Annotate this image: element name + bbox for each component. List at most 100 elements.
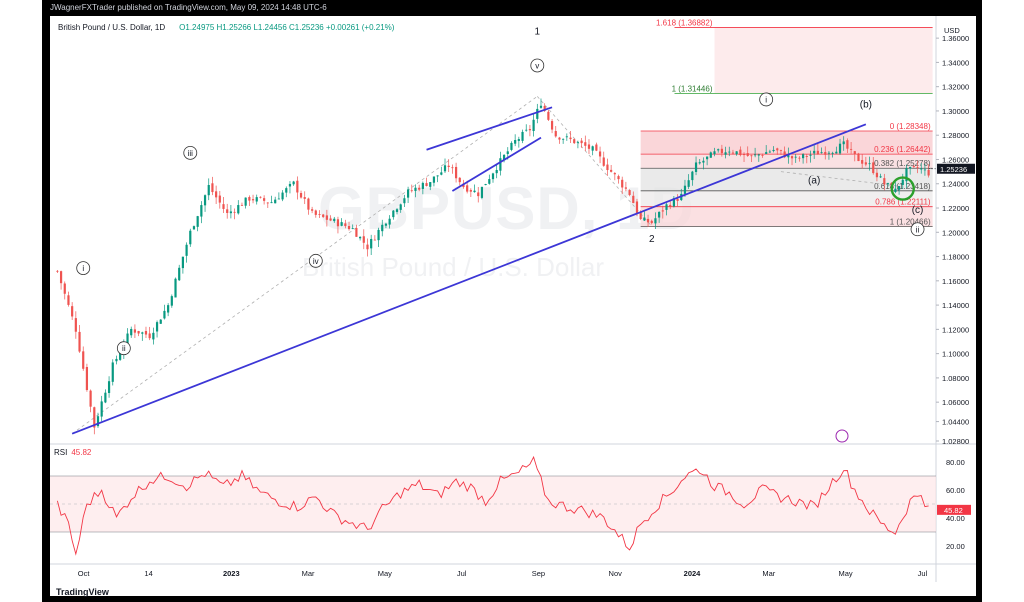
time-tick-label: Oct xyxy=(78,569,91,578)
candle-body xyxy=(443,165,447,172)
candle-body xyxy=(717,149,720,151)
rsi-value-tag-label: 45.82 xyxy=(944,506,963,515)
candle-body xyxy=(621,179,624,188)
candle-body xyxy=(418,187,421,190)
candle-body xyxy=(635,201,639,214)
wave-label-ring xyxy=(183,145,198,160)
candle-body xyxy=(237,205,240,214)
fib-label: 0.236 (1.26442) xyxy=(874,145,931,154)
candle-body xyxy=(56,270,59,272)
candle-body xyxy=(410,190,413,192)
candle-body xyxy=(491,173,495,180)
candle-body xyxy=(137,330,140,334)
candle-body xyxy=(303,197,306,199)
price-tick-label: 1.20000 xyxy=(942,228,969,237)
candle-body xyxy=(606,164,609,171)
candle-body xyxy=(292,181,295,185)
candle-body xyxy=(562,138,565,140)
candle-body xyxy=(458,177,461,183)
candle-body xyxy=(325,215,328,220)
candle-body xyxy=(130,328,133,336)
candle-body xyxy=(425,183,428,187)
candle-body xyxy=(200,205,203,217)
candle-body xyxy=(798,157,801,159)
candle-body xyxy=(628,190,631,195)
candle-body xyxy=(347,226,351,230)
candle-body xyxy=(580,140,583,144)
candle-body xyxy=(883,178,886,185)
candle-body xyxy=(119,352,122,360)
candle-body xyxy=(488,179,491,184)
candle-body xyxy=(624,187,627,189)
candle-body xyxy=(266,202,269,204)
candle-body xyxy=(927,169,930,176)
rsi-tick-label: 40.00 xyxy=(946,514,965,523)
fib-label: 0.382 (1.25278) xyxy=(874,159,931,168)
fib-label: 1 (1.20466) xyxy=(890,218,931,227)
candle-body xyxy=(761,155,764,156)
candle-body xyxy=(916,167,919,168)
time-tick-label: Sep xyxy=(532,569,545,578)
candle-body xyxy=(395,209,399,212)
candle-body xyxy=(838,143,842,154)
price-unit-label: USD xyxy=(944,26,960,35)
candle-body xyxy=(377,229,380,241)
candle-body xyxy=(720,148,723,154)
time-tick-label: 2023 xyxy=(223,569,240,578)
candle-body xyxy=(879,176,882,178)
candle-body xyxy=(288,183,292,187)
candle-body xyxy=(643,217,646,221)
candle-body xyxy=(746,153,749,157)
candle-body xyxy=(263,198,266,201)
candle-body xyxy=(384,223,388,226)
candle-body xyxy=(207,184,210,196)
fib-zone xyxy=(640,206,933,227)
candle-body xyxy=(849,148,853,150)
candle-body xyxy=(658,211,661,218)
time-tick-label: Nov xyxy=(609,569,623,578)
candle-body xyxy=(89,390,92,407)
candle-body xyxy=(813,150,816,154)
candle-body xyxy=(765,152,768,154)
candle-body xyxy=(362,236,365,243)
candle-body xyxy=(805,156,808,157)
chart-frame: JWagnerFXTrader published on TradingView… xyxy=(42,0,982,602)
fib-extension-label: 1.618 (1.36882) xyxy=(656,18,713,27)
fib-extension-zone xyxy=(714,27,933,94)
chart-svg[interactable]: 0 (1.28348) 0.236 (1.26442) 0.382 (1.25278… xyxy=(50,16,976,596)
candle-body xyxy=(639,211,642,220)
tradingview-logo[interactable]: TradingView xyxy=(56,587,109,597)
candle-body xyxy=(598,151,602,157)
candle-body xyxy=(912,165,915,167)
candle-body xyxy=(558,137,561,140)
candle-body xyxy=(861,160,864,164)
wave-label: ii xyxy=(122,344,126,353)
candle-body xyxy=(683,185,687,194)
candle-body xyxy=(270,202,273,204)
candle-body xyxy=(857,153,860,162)
candle-body xyxy=(466,185,469,192)
candle-body xyxy=(691,171,694,181)
candle-body xyxy=(750,155,753,157)
candle-body xyxy=(846,140,849,149)
candle-body xyxy=(167,305,170,313)
ohlc-values: O1.24975 H1.25266 L1.24456 C1.25236 +0.0… xyxy=(179,23,395,32)
candle-body xyxy=(517,139,520,141)
chart-area[interactable]: GBPUSD, 1D British Pound / U.S. Dollar 0… xyxy=(50,16,976,597)
candle-body xyxy=(591,146,594,151)
candle-body xyxy=(565,136,568,138)
candle-body xyxy=(502,154,506,160)
wave-label: iv xyxy=(313,257,319,266)
candle-body xyxy=(126,333,129,345)
candle-body xyxy=(816,150,819,155)
candle-body xyxy=(414,187,417,191)
time-tick-label: May xyxy=(378,569,392,578)
watermark-name: British Pound / U.S. Dollar xyxy=(302,252,605,282)
rsi-value-tag xyxy=(937,504,971,515)
fib-extension-label: 1 (1.31446) xyxy=(672,84,713,93)
candle-body xyxy=(336,219,340,227)
price-tick-label: 1.14000 xyxy=(942,301,969,310)
candle-body xyxy=(71,306,74,317)
rsi-legend: RSI 45.82 xyxy=(54,448,91,457)
candle-body xyxy=(429,182,432,187)
